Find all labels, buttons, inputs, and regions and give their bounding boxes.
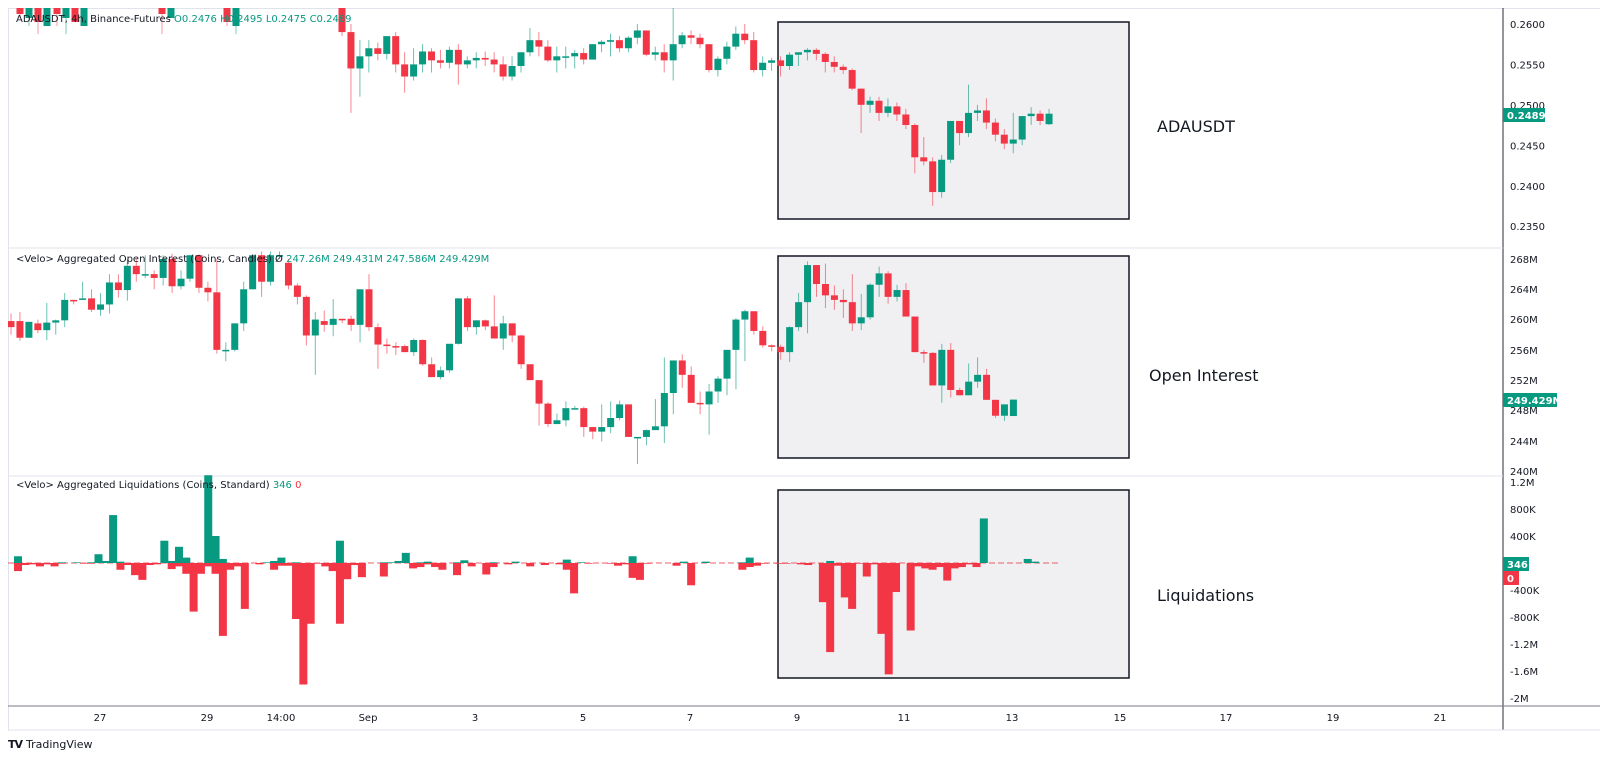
svg-text:1.2M: 1.2M (1510, 478, 1535, 489)
liq-legend-long: 346 (272, 480, 292, 491)
svg-text:249.429M: 249.429M (1507, 396, 1563, 407)
svg-text:21: 21 (1434, 713, 1447, 724)
price-legend-open: O0.2476 (174, 14, 217, 25)
oi-legend-title: <Velo> Aggregated Open Interest (Coins, … (16, 254, 272, 265)
svg-text:244M: 244M (1510, 437, 1538, 448)
svg-text:-800K: -800K (1510, 613, 1540, 624)
chart-frame (8, 8, 1600, 731)
svg-text:-1.2M: -1.2M (1510, 640, 1538, 651)
svg-text:0.2489: 0.2489 (1507, 111, 1546, 122)
svg-text:0.2400: 0.2400 (1510, 182, 1545, 193)
price-legend-title: ADAUSDT, 4h, Binance-Futures (16, 14, 171, 25)
liq-legend-short: 0 (295, 480, 302, 491)
liq-down-badge: 0 (1503, 571, 1519, 585)
svg-text:400K: 400K (1510, 532, 1536, 543)
price-legend-low: L0.2475 (265, 14, 307, 25)
liquidation-bars (8, 475, 1060, 685)
oi-legend-high: 249.431M (332, 254, 383, 265)
oi-legend-close: 249.429M (439, 254, 490, 265)
svg-text:11: 11 (898, 713, 911, 724)
svg-text:268M: 268M (1510, 255, 1538, 266)
open-interest-candles (7, 251, 1017, 465)
oi-legend-symbol: Ø (275, 254, 283, 265)
svg-text:0: 0 (1507, 574, 1514, 585)
liq-up-badge: 346 (1503, 557, 1529, 571)
price-scale[interactable]: 0.2600 0.2550 0.2500 0.2450 0.2400 0.2350 (1510, 20, 1545, 233)
svg-text:13: 13 (1006, 713, 1019, 724)
svg-text:5: 5 (580, 713, 586, 724)
svg-text:264M: 264M (1510, 285, 1538, 296)
svg-text:3: 3 (472, 713, 478, 724)
annotation-liquidations[interactable]: Liquidations (1157, 586, 1255, 605)
svg-text:0.2500: 0.2500 (1510, 101, 1545, 112)
svg-text:27: 27 (94, 713, 107, 724)
svg-text:252M: 252M (1510, 376, 1538, 387)
svg-text:-1.6M: -1.6M (1510, 667, 1538, 678)
svg-text:29: 29 (201, 713, 214, 724)
oi-legend[interactable]: <Velo> Aggregated Open Interest (Coins, … (16, 254, 489, 265)
liquidations-scale[interactable]: 1.2M 800K 400K -400K -800K -1.2M -1.6M -2M (1510, 478, 1540, 705)
svg-text:15: 15 (1114, 713, 1127, 724)
price-legend[interactable]: ADAUSDT, 4h, Binance-Futures O0.2476 H0.… (16, 14, 352, 25)
oi-legend-low: 247.586M (386, 254, 437, 265)
highlight-box-price[interactable] (777, 21, 1130, 220)
svg-text:240M: 240M (1510, 467, 1538, 478)
liq-legend-title: <Velo> Aggregated Liquidations (Coins, S… (16, 480, 270, 491)
tradingview-logo-text: TradingView (26, 738, 93, 751)
svg-text:-2M: -2M (1510, 694, 1529, 705)
time-scale[interactable]: 27 29 14:00 Sep 3 5 7 9 11 13 15 17 19 21 (94, 713, 1447, 724)
svg-text:9: 9 (794, 713, 800, 724)
svg-text:0.2350: 0.2350 (1510, 222, 1545, 233)
price-legend-high: H0.2495 (220, 14, 263, 25)
svg-text:0.2600: 0.2600 (1510, 20, 1545, 31)
svg-text:19: 19 (1327, 713, 1340, 724)
tradingview-logo-icon: TV (8, 738, 23, 751)
price-candles (16, 8, 1053, 206)
oi-legend-open: 247.26M (286, 254, 330, 265)
annotation-adausdt[interactable]: ADAUSDT (1157, 117, 1235, 136)
svg-text:14:00: 14:00 (267, 713, 296, 724)
highlight-box-liquidations[interactable] (777, 489, 1130, 679)
open-interest-scale[interactable]: 268M 264M 260M 256M 252M 248M 244M 240M (1510, 255, 1538, 478)
svg-text:800K: 800K (1510, 505, 1536, 516)
annotation-open-interest[interactable]: Open Interest (1149, 366, 1259, 385)
tradingview-logo[interactable]: TV TradingView (8, 738, 93, 751)
svg-text:260M: 260M (1510, 315, 1538, 326)
svg-text:346: 346 (1507, 560, 1528, 571)
svg-text:248M: 248M (1510, 406, 1538, 417)
last-oi-badge: 249.429M (1503, 393, 1563, 407)
liq-legend[interactable]: <Velo> Aggregated Liquidations (Coins, S… (16, 480, 301, 491)
price-legend-close: C0.2489 (309, 14, 352, 25)
svg-text:0.2550: 0.2550 (1510, 61, 1545, 72)
last-price-badge: 0.2489 (1503, 108, 1546, 122)
svg-text:Sep: Sep (359, 713, 378, 724)
svg-text:-400K: -400K (1510, 586, 1540, 597)
svg-text:17: 17 (1220, 713, 1233, 724)
svg-text:7: 7 (687, 713, 693, 724)
svg-text:256M: 256M (1510, 346, 1538, 357)
svg-text:0.2450: 0.2450 (1510, 142, 1545, 153)
